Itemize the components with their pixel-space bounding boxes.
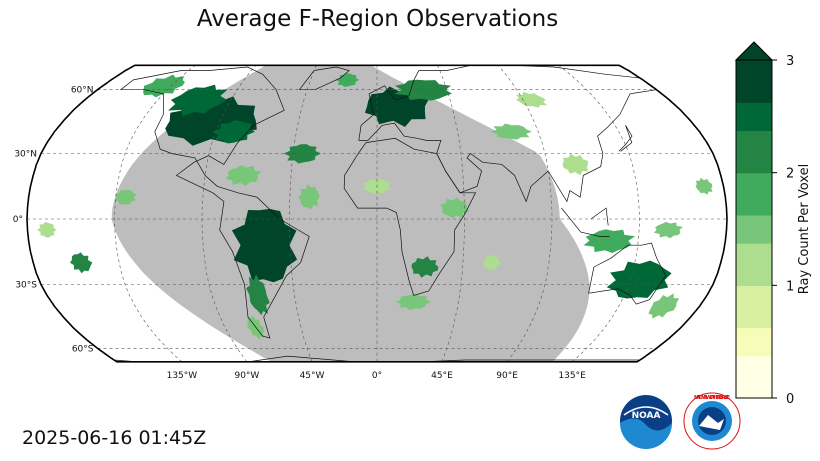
colorbar-ticks: 0 1 2 3: [772, 54, 794, 407]
colorbar-segment: [736, 116, 772, 132]
observation-blob: [168, 84, 228, 117]
coastline: [618, 125, 633, 152]
observation-blob: [298, 184, 320, 210]
timestamp: 2025-06-16 01:45Z: [22, 427, 207, 449]
latitude-label: 30°S: [15, 281, 37, 291]
observation-blob: [440, 197, 470, 219]
latitude-label: 60°N: [71, 86, 94, 96]
meridian-line: [558, 65, 640, 362]
observation-blob: [653, 221, 683, 239]
colorbar-segment: [736, 60, 772, 75]
longitude-label: 45°W: [300, 371, 325, 381]
coastline: [588, 242, 667, 305]
longitude-label: 0°: [372, 371, 382, 381]
colorbar-extend-arrow: [734, 41, 774, 61]
longitude-label: 135°E: [558, 371, 586, 381]
longitude-label: 45°E: [431, 371, 453, 381]
colorbar-label: Ray Count Per Voxel: [797, 164, 812, 294]
colorbar-segment: [736, 369, 772, 385]
coastlines: [113, 65, 667, 362]
longitude-label: 90°E: [496, 371, 518, 381]
colorbar-segment: [736, 172, 772, 188]
colorbar-segments: [736, 60, 772, 399]
colorbar-segment: [736, 74, 772, 89]
meridian-line: [437, 65, 465, 362]
colorbar-segment: [736, 243, 772, 258]
coastline: [113, 355, 640, 362]
longitude-label: 135°W: [167, 371, 198, 381]
colorbar-segment: [736, 144, 772, 160]
observation-blob: [212, 120, 255, 144]
colorbar-tick-label: 0: [786, 392, 794, 407]
nws-logo: NATIONAL WEATHER SERVICE: [683, 392, 741, 450]
colorbar-segment: [736, 313, 772, 329]
colorbar-segment: [736, 355, 772, 371]
observation-blob: [515, 91, 548, 108]
colorbar-segment: [736, 102, 772, 117]
colorbar-tick-label: 1: [786, 279, 794, 294]
observation-blob: [490, 123, 532, 140]
observation-blob: [37, 221, 57, 238]
latitude-labels: 60°N 30°N 0° 30°S 60°S: [13, 86, 94, 355]
observation-blob: [411, 256, 439, 278]
colorbar-segment: [736, 257, 772, 272]
graticule: [27, 65, 727, 362]
longitude-label: 90°W: [234, 371, 259, 381]
colorbar-segment: [736, 130, 772, 146]
globe-outline: [26, 64, 728, 363]
noaa-logo-text: NOAA: [632, 411, 661, 421]
meridian-line: [497, 65, 553, 362]
colorbar-tick-label: 3: [786, 54, 794, 69]
meridian-line: [201, 65, 257, 362]
meridian-line: [114, 65, 196, 362]
observation-blob: [695, 177, 713, 195]
colorbar-tick-label: 2: [786, 167, 794, 182]
latitude-label: 0°: [13, 215, 23, 225]
colorbar-segment: [736, 383, 772, 399]
nws-logo-text: NATIONAL WEATHER SERVICE: [694, 395, 731, 401]
colorbar-segment: [736, 214, 772, 230]
latitude-label: 60°S: [72, 344, 94, 354]
coastline: [358, 65, 658, 203]
observation-blob: [225, 165, 262, 186]
observation-blob: [395, 294, 432, 311]
colorbar-segment: [736, 285, 772, 301]
colorbar-frame: [735, 59, 773, 399]
observation-blob: [231, 208, 298, 283]
page-title: Average F-Region Observations: [196, 6, 559, 32]
coastline: [590, 207, 609, 226]
observation-blob: [562, 153, 589, 176]
colorbar-segment: [736, 327, 772, 343]
latitude-label: 30°N: [14, 150, 37, 160]
colorbar-segment: [736, 158, 772, 174]
noaa-logo: NOAA: [620, 395, 672, 449]
observation-blob: [482, 254, 501, 272]
coastline: [119, 66, 310, 339]
observation-density-layer: [37, 73, 713, 340]
observation-blob: [648, 293, 680, 319]
observation-blob: [283, 144, 321, 164]
colorbar-segment: [736, 271, 772, 286]
observation-blob: [583, 229, 636, 253]
longitude-labels: 135°W 90°W 45°W 0° 45°E 90°E 135°E: [167, 371, 586, 381]
colorbar-segment: [736, 341, 772, 357]
colorbar-segment: [736, 229, 772, 244]
colorbar-segment: [736, 186, 772, 202]
observation-blob: [114, 189, 137, 205]
observation-blob: [70, 252, 93, 274]
coastline: [561, 207, 610, 237]
colorbar-segment: [736, 299, 772, 315]
coastline: [343, 137, 477, 296]
observation-blob: [606, 260, 672, 299]
colorbar-segment: [736, 88, 772, 103]
meridian-line: [289, 65, 317, 362]
colorbar-segment: [736, 200, 772, 216]
